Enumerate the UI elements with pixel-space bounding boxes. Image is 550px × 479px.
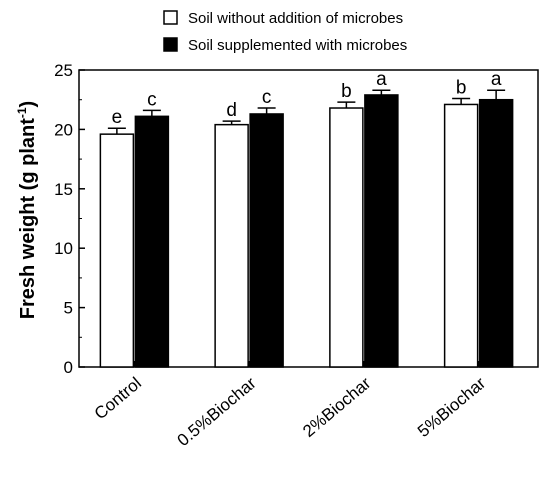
x-tick-label-0: Control <box>91 374 145 424</box>
bar-0-3 <box>443 103 479 368</box>
significance-label-0-3: b <box>456 78 467 99</box>
y-tick-label-0: 0 <box>64 358 73 377</box>
significance-label-0-2: b <box>341 81 352 102</box>
significance-label-1-0: c <box>147 89 157 110</box>
significance-label-0-0: e <box>112 107 123 128</box>
y-tick-label-5: 25 <box>54 61 73 80</box>
bar-1-0 <box>134 115 170 368</box>
plot-area: 0 5 10 15 20 25 e c Control d c 0.5%Biochar b a 2%Bioc… <box>54 61 539 450</box>
significance-label-0-1: d <box>226 100 237 121</box>
significance-label-1-1: c <box>262 87 272 108</box>
bar-0-1 <box>214 123 249 368</box>
bar-1-2 <box>364 94 399 368</box>
bar-1-3 <box>478 98 514 368</box>
y-tick-label-1: 5 <box>64 299 73 318</box>
bar-0-0 <box>99 133 135 368</box>
x-tick-label-3: 5%Biochar <box>414 373 489 441</box>
significance-label-1-3: a <box>491 69 502 90</box>
x-tick-label-2: 2%Biochar <box>299 373 374 441</box>
significance-label-1-2: a <box>376 69 387 90</box>
y-tick-label-4: 20 <box>54 120 73 139</box>
legend-swatch-0 <box>163 10 178 25</box>
bar-0-2 <box>329 107 364 368</box>
legend: Soil without addition of microbes Soil su… <box>163 10 407 54</box>
legend-swatch-1 <box>163 37 178 52</box>
x-tick-label-1: 0.5%Biochar <box>174 373 260 450</box>
y-axis-label: Fresh weight (g plant-1) <box>15 101 39 319</box>
legend-label-0: Soil without addition of microbes <box>188 10 403 27</box>
y-tick-label-3: 15 <box>54 180 73 199</box>
bar-1-1 <box>249 113 284 368</box>
y-tick-label-2: 10 <box>54 239 73 258</box>
legend-label-1: Soil supplemented with microbes <box>188 37 407 54</box>
